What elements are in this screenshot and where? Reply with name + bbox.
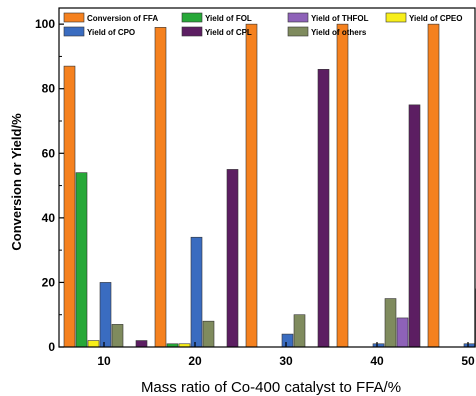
- x-tick-label: 30: [279, 354, 293, 368]
- y-axis-label: Conversion or Yield/%: [9, 113, 24, 251]
- legend-label: Yield of THFOL: [311, 14, 369, 23]
- bar-conversion-of-ffa-50: [427, 23, 440, 348]
- bar-yield-of-cpeo-10: [87, 340, 100, 348]
- y-tick-label: 80: [42, 82, 56, 96]
- legend-swatch: [287, 26, 309, 37]
- plot-frame: [58, 7, 476, 348]
- bar-yield-of-cpl-30: [317, 69, 330, 348]
- bar-conversion-of-ffa-20: [154, 27, 167, 348]
- y-tick-label: 60: [42, 146, 56, 160]
- y-tick-label: 40: [42, 211, 56, 225]
- bar-conversion-of-ffa-40: [336, 23, 349, 348]
- legend-label: Conversion of FFA: [87, 14, 158, 23]
- bar-yield-of-thfol-40: [396, 317, 409, 348]
- bar-yield-of-cpo-20: [190, 236, 203, 348]
- legend-label: Yield of FOL: [205, 14, 252, 23]
- x-tick-label: 20: [188, 354, 202, 368]
- legend: Conversion of FFA Yield of FOL Yield of TH…: [63, 12, 463, 37]
- bar-yield-of-others-40: [384, 298, 397, 348]
- bar-yield-of-cpl-10: [135, 340, 148, 348]
- legend-swatch: [385, 12, 407, 23]
- legend-swatch: [63, 12, 85, 23]
- bar-yield-of-cpo-30: [281, 333, 294, 348]
- legend-swatch: [181, 12, 203, 23]
- x-tick-label: 50: [461, 354, 475, 368]
- bar-yield-of-cpl-40: [408, 104, 421, 348]
- x-tick-label: 40: [370, 354, 384, 368]
- bar-yield-of-others-20: [202, 320, 215, 348]
- bar-yield-of-others-10: [111, 324, 124, 348]
- bar-yield-of-fol-10: [75, 172, 88, 348]
- legend-swatch: [181, 26, 203, 37]
- bar-conversion-of-ffa-10: [63, 65, 76, 348]
- legend-swatch: [63, 26, 85, 37]
- x-tick-label: 10: [97, 354, 111, 368]
- bar-yield-of-others-30: [293, 314, 306, 348]
- y-tick-label: 20: [42, 275, 56, 289]
- axes-layer: 0 20 40 60 80 100 10 20 30 40 50: [35, 7, 476, 368]
- legend-swatch: [287, 12, 309, 23]
- legend-label: Yield of CPL: [205, 28, 252, 37]
- y-tick-label: 100: [35, 17, 55, 31]
- legend-label: Yield of CPEO: [409, 14, 463, 23]
- bars-layer: [63, 23, 476, 348]
- bar-conversion-of-ffa-30: [245, 23, 258, 348]
- y-tick-label: 0: [48, 340, 55, 354]
- legend-label: Yield of others: [311, 28, 367, 37]
- bar-yield-of-cpl-20: [226, 169, 239, 348]
- x-axis-label: Mass ratio of Co-400 catalyst to FFA/%: [141, 379, 401, 396]
- legend-label: Yield of CPO: [87, 28, 135, 37]
- bar-yield-of-cpo-10: [99, 282, 112, 348]
